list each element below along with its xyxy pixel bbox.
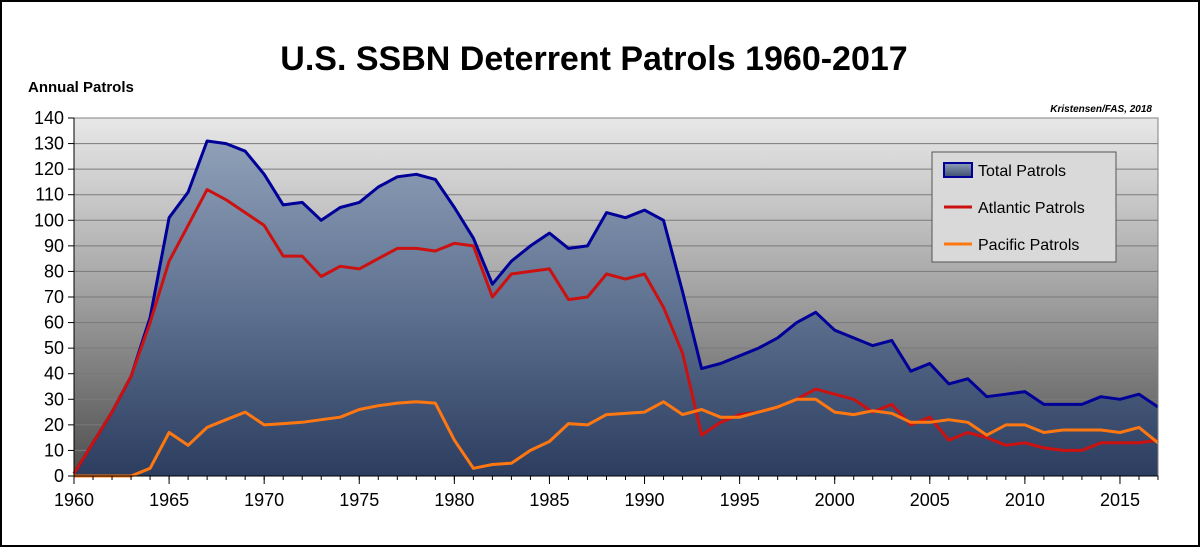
x-tick-label: 1975 [339,490,379,510]
y-tick-label: 20 [44,415,64,435]
x-tick-label: 2010 [1005,490,1045,510]
y-tick-label: 60 [44,313,64,333]
chart-title: U.S. SSBN Deterrent Patrols 1960-2017 [280,40,907,78]
x-tick-label: 1995 [720,490,760,510]
series-layer [72,139,1159,478]
total-patrols-line [72,139,1159,475]
y-tick-label: 90 [44,236,64,256]
y-tick-label: 50 [44,338,64,358]
x-tick-label: 1960 [54,490,94,510]
y-tick-label: 70 [44,287,64,307]
y-tick-label: 80 [44,261,64,281]
pacific-patrols-line [74,397,1159,478]
y-tick-label: 10 [44,440,64,460]
y-tick-label: 100 [34,210,64,230]
y-tick-label: 130 [34,134,64,154]
y-tick-label: 120 [34,159,64,179]
total-patrols-area [74,141,1158,476]
x-ticks: 1960 1965 1970 1975 1980 1985 1990 1995 2000 2005… [54,476,1159,510]
x-tick-label: 2015 [1100,490,1140,510]
legend: Total Patrols Atlantic Patrols Pacific P… [931,151,1117,263]
atlantic-patrols-line [72,188,1159,475]
x-tick-label: 1965 [149,490,189,510]
y-axis-label: Annual Patrols [28,79,134,96]
y-tick-label: 30 [44,389,64,409]
x-tick-label: 1980 [434,490,474,510]
y-tick-label: 140 [34,108,64,128]
x-tick-label: 1985 [529,490,569,510]
x-tick-label: 1970 [244,490,284,510]
legend-label-atlantic: Atlantic Patrols [978,200,1085,217]
y-ticks: 0 10 20 30 40 50 60 70 80 90 100 110 120 130 140 [34,108,74,486]
y-tick-label: 110 [35,185,64,205]
source-credit: Kristensen/FAS, 2018 [1050,104,1152,115]
x-tick-label: 2000 [815,490,855,510]
x-tick-label: 2005 [910,490,950,510]
legend-label-pacific: Pacific Patrols [978,237,1079,254]
legend-label-total: Total Patrols [978,163,1066,180]
y-tick-label: 40 [44,364,64,384]
y-tick-label: 0 [54,466,64,486]
x-tick-label: 1990 [625,490,665,510]
legend-swatch-total [943,162,973,178]
